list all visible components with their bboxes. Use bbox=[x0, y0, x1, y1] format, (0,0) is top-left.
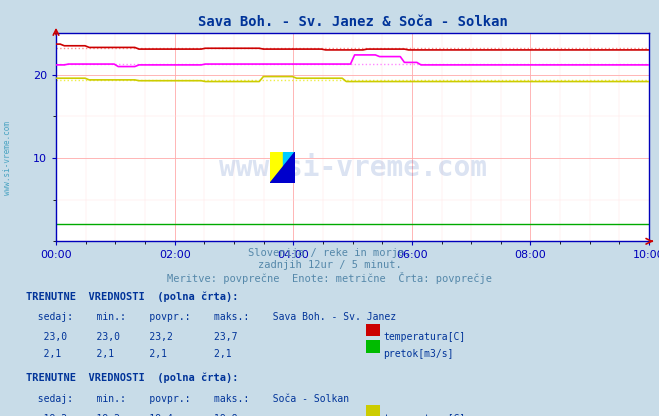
Text: sedaj:    min.:    povpr.:    maks.:    Soča - Solkan: sedaj: min.: povpr.: maks.: Soča - Solka… bbox=[26, 394, 349, 404]
Text: sedaj:    min.:    povpr.:    maks.:    Sava Boh. - Sv. Janez: sedaj: min.: povpr.: maks.: Sava Boh. - … bbox=[26, 312, 397, 322]
Text: www.si-vreme.com: www.si-vreme.com bbox=[219, 154, 486, 183]
Text: TRENUTNE  VREDNOSTI  (polna črta):: TRENUTNE VREDNOSTI (polna črta): bbox=[26, 373, 239, 383]
Text: 2,1      2,1      2,1        2,1: 2,1 2,1 2,1 2,1 bbox=[26, 349, 250, 359]
Text: Slovenija / reke in morje.: Slovenija / reke in morje. bbox=[248, 248, 411, 258]
Text: zadnjih 12ur / 5 minut.: zadnjih 12ur / 5 minut. bbox=[258, 260, 401, 270]
Text: TRENUTNE  VREDNOSTI  (polna črta):: TRENUTNE VREDNOSTI (polna črta): bbox=[26, 291, 239, 302]
Text: pretok[m3/s]: pretok[m3/s] bbox=[384, 349, 454, 359]
Bar bbox=[283, 152, 295, 183]
Text: www.si-vreme.com: www.si-vreme.com bbox=[3, 121, 13, 195]
Polygon shape bbox=[270, 152, 295, 183]
Text: 23,0     23,0     23,2       23,7: 23,0 23,0 23,2 23,7 bbox=[26, 332, 250, 342]
Text: temperatura[C]: temperatura[C] bbox=[384, 332, 466, 342]
Title: Sava Boh. - Sv. Janez & Soča - Solkan: Sava Boh. - Sv. Janez & Soča - Solkan bbox=[198, 15, 507, 30]
Text: 19,2     19,2     19,4       19,8: 19,2 19,2 19,4 19,8 bbox=[26, 414, 250, 416]
Text: Meritve: povprečne  Enote: metrične  Črta: povprečje: Meritve: povprečne Enote: metrične Črta:… bbox=[167, 272, 492, 285]
Bar bbox=[270, 152, 283, 183]
Text: temperatura[C]: temperatura[C] bbox=[384, 414, 466, 416]
